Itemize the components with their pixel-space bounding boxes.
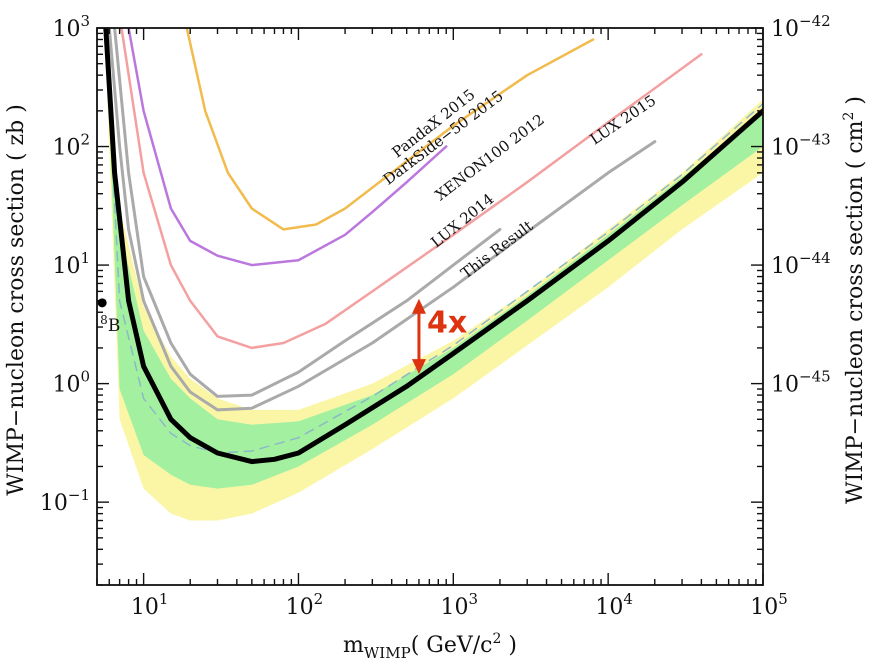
factor-label: 4x <box>427 305 467 340</box>
x-tick-label: 105 <box>750 590 788 620</box>
axis-ticks: 101 102 103 104 105 10−1 100 101 102 103 10−45 10−4… <box>40 12 831 620</box>
b8-label: 8B <box>100 313 120 336</box>
y2-axis-title: WIMP−nucleon cross section ( cm2 ) <box>841 96 868 504</box>
x-axis-title-unit: ( GeV/c <box>411 633 493 658</box>
y-tick-label: 102 <box>52 131 90 161</box>
y2-axis-title-end: ) <box>843 96 868 112</box>
confidence-bands <box>104 28 763 521</box>
x-tick-label: 101 <box>131 590 169 620</box>
y2-tick-label: 10−45 <box>771 368 831 398</box>
curve-xenon100-2012 <box>120 28 703 350</box>
curve-median <box>105 28 763 454</box>
b8-point <box>97 298 107 308</box>
arrow-head-up <box>411 298 426 314</box>
y-tick-label: 103 <box>52 12 90 42</box>
y2-tick-label: 10−42 <box>771 12 831 42</box>
y-tick-label: 10−1 <box>40 486 90 516</box>
x-axis-title-subscript: WIMP <box>364 644 411 662</box>
label-lux-2015: LUX 2015 <box>587 91 660 148</box>
curve-darkside-50-2015 <box>185 28 595 231</box>
curve-lux-2015 <box>107 28 657 412</box>
curve-this-result <box>103 28 763 465</box>
curve-lux-2014 <box>113 28 502 398</box>
curve-pandax-2015 <box>127 28 448 267</box>
limit-curves <box>103 28 763 465</box>
y2-tick-label: 10−44 <box>771 249 831 279</box>
factor-annotation: 4x <box>411 298 467 375</box>
arrow-head-down <box>411 359 426 375</box>
x-axis-title-unit-end: ) <box>501 633 517 658</box>
y2-axis-title-sup: 2 <box>841 112 857 121</box>
x-tick-label: 104 <box>595 590 633 620</box>
x-axis-title: mWIMP( GeV/c2 ) <box>343 631 517 662</box>
label-darkside-50-2015: DarkSide−50 2015 <box>380 87 507 189</box>
y-tick-label: 101 <box>52 249 90 279</box>
1-sigma-band <box>105 28 763 489</box>
y-tick-label: 100 <box>52 368 90 398</box>
x-tick-label: 102 <box>286 590 324 620</box>
x-axis-title-unit-sup: 2 <box>492 631 501 647</box>
x-tick-label: 103 <box>441 590 479 620</box>
y2-tick-label: 10−43 <box>771 131 831 161</box>
y-axis-title: WIMP−nucleon cross section ( zb ) <box>4 104 29 496</box>
